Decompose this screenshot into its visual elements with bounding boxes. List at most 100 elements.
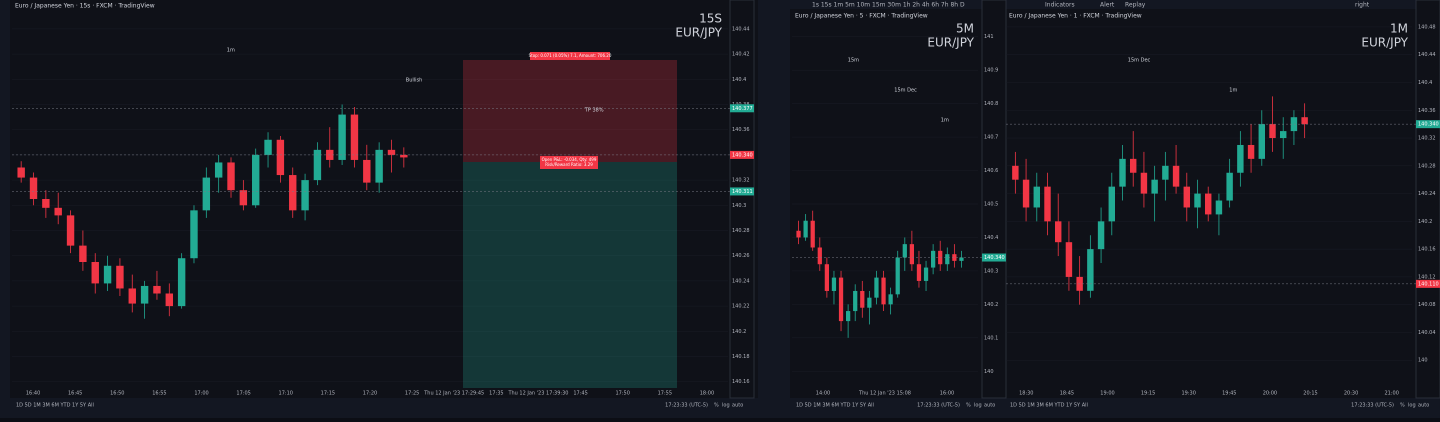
y-tick-label: 140.44 [732,26,750,32]
time-label: 20:15 [1303,391,1317,397]
candle-body [1108,186,1115,222]
candle-body [387,149,396,155]
auto-button[interactable]: auto [984,403,995,409]
price-tag-label: 140.340 [1418,122,1439,128]
candle-body [264,139,272,155]
candle-body [79,245,87,262]
price-tag-label: 140.340 [732,152,753,158]
y-tick-label: 140.04 [1418,330,1436,336]
y-tick-label: 140.4 [984,235,998,241]
time-label: 17:50 [615,391,629,397]
price-tag [1416,120,1440,129]
annotation: 1m [1229,88,1237,94]
mid-toolbar [758,0,790,418]
candle-body [350,114,359,160]
time-label: 17:10 [279,391,293,397]
candle-body [1226,172,1233,201]
intervals[interactable]: 1s 15s 1m 5m 10m 15m 30m 1h 2h 4h 6h 7h … [812,2,965,9]
candle-body [945,254,950,265]
layout-select[interactable]: right [1355,2,1370,9]
candle-body [1044,186,1051,222]
annotation: 1m [941,118,949,124]
y-tick-label: 140.32 [1418,136,1436,142]
clock: 17:23:33 (UTC-5) [665,403,708,409]
log-button[interactable]: log [722,403,730,409]
candle-body [190,210,198,259]
log-button[interactable]: log [1408,403,1416,409]
indicators-button[interactable]: Indicators [1045,2,1075,9]
alert-button[interactable]: Alert [1100,2,1115,9]
y-tick-label: 140.08 [1418,302,1436,308]
candle-body [810,220,815,248]
range-buttons[interactable]: 1D 5D 1M 3M 6M YTD 1Y 5Y All [1010,403,1088,409]
time-label: Thu 12 Jan '23 15:08 [858,391,911,397]
pct-button[interactable]: % [966,403,971,409]
range-buttons[interactable]: 1D 5D 1M 3M 6M YTD 1Y 5Y All [16,403,94,409]
open-label: Open P&L: -0.034, Qty: 499 [542,157,597,162]
time-label: 20:00 [1263,391,1277,397]
auto-button[interactable]: auto [1418,403,1429,409]
price-tag-label: 140.377 [732,106,753,112]
bottom-bar [0,398,1440,418]
candle-body [1130,158,1137,173]
y-tick-label: 140.28 [1418,163,1436,169]
candle-body [1087,249,1094,291]
stop-zone [463,60,677,162]
y-tick-label: 140.18 [732,354,750,360]
candle-body [252,154,260,206]
log-button[interactable]: log [974,403,982,409]
chart-title: Euro / Japanese Yen · 5 · FXCM · Trading… [795,13,928,20]
candle-body [902,244,907,258]
annotation: 15m [848,58,859,64]
candle-body [838,277,844,322]
annotation: Bullish [406,78,423,84]
y-tick-label: 140.48 [1418,24,1436,30]
candle-body [1022,179,1030,208]
time-label: 18:30 [1019,391,1033,397]
time-label: 17:05 [236,391,250,397]
candle-body [363,159,371,183]
candle-body [1012,165,1019,180]
candle-body [909,244,914,265]
y-tick-label: 140.9 [984,68,998,74]
candle-body [1183,186,1190,208]
candle-body [1247,144,1255,159]
time-label: Thu 12 Jan '23 17:29:45 [423,391,484,397]
candle-body [952,254,957,261]
candle-body [831,277,837,291]
time-label: 17:35 [489,391,503,397]
candle-body [1194,193,1201,208]
candle-body [867,297,872,308]
price-tag-label: 140.340 [984,255,1005,261]
candle-body [1055,221,1062,243]
timeframe: 1M [1390,22,1408,36]
y-tick-label: 140.6 [984,168,998,174]
range-buttons[interactable]: 1D 5D 1M 3M 6M YTD 1Y 5Y All [796,403,874,409]
time-label: 17:25 [405,391,419,397]
candle-body [54,207,62,216]
annotation: TP 38% [584,108,604,114]
candle-body [153,285,161,294]
y-tick-label: 140.4 [1418,80,1432,86]
y-tick-label: 141 [984,34,994,40]
replay-button[interactable]: Replay [1125,2,1146,9]
y-tick-label: 140.2 [984,302,998,308]
candle-body [42,199,50,208]
candle-body [116,265,124,289]
symbol: EUR/JPY [675,26,722,40]
auto-button[interactable]: auto [732,403,743,409]
pct-button[interactable]: % [1400,403,1405,409]
candle-body [239,190,248,206]
y-tick-label: 140.4 [732,77,746,83]
candle-body [881,277,886,305]
pct-button[interactable]: % [714,403,719,409]
candle-body [959,257,964,261]
candle-body [1215,200,1223,215]
candle-body [338,114,346,160]
price-axis [1415,0,1440,399]
candle-body [91,262,99,284]
price-tag [982,253,1006,262]
time-label: Thu 12 Jan '23 17:39:30 [507,391,568,397]
time-label: 19:45 [1222,391,1236,397]
